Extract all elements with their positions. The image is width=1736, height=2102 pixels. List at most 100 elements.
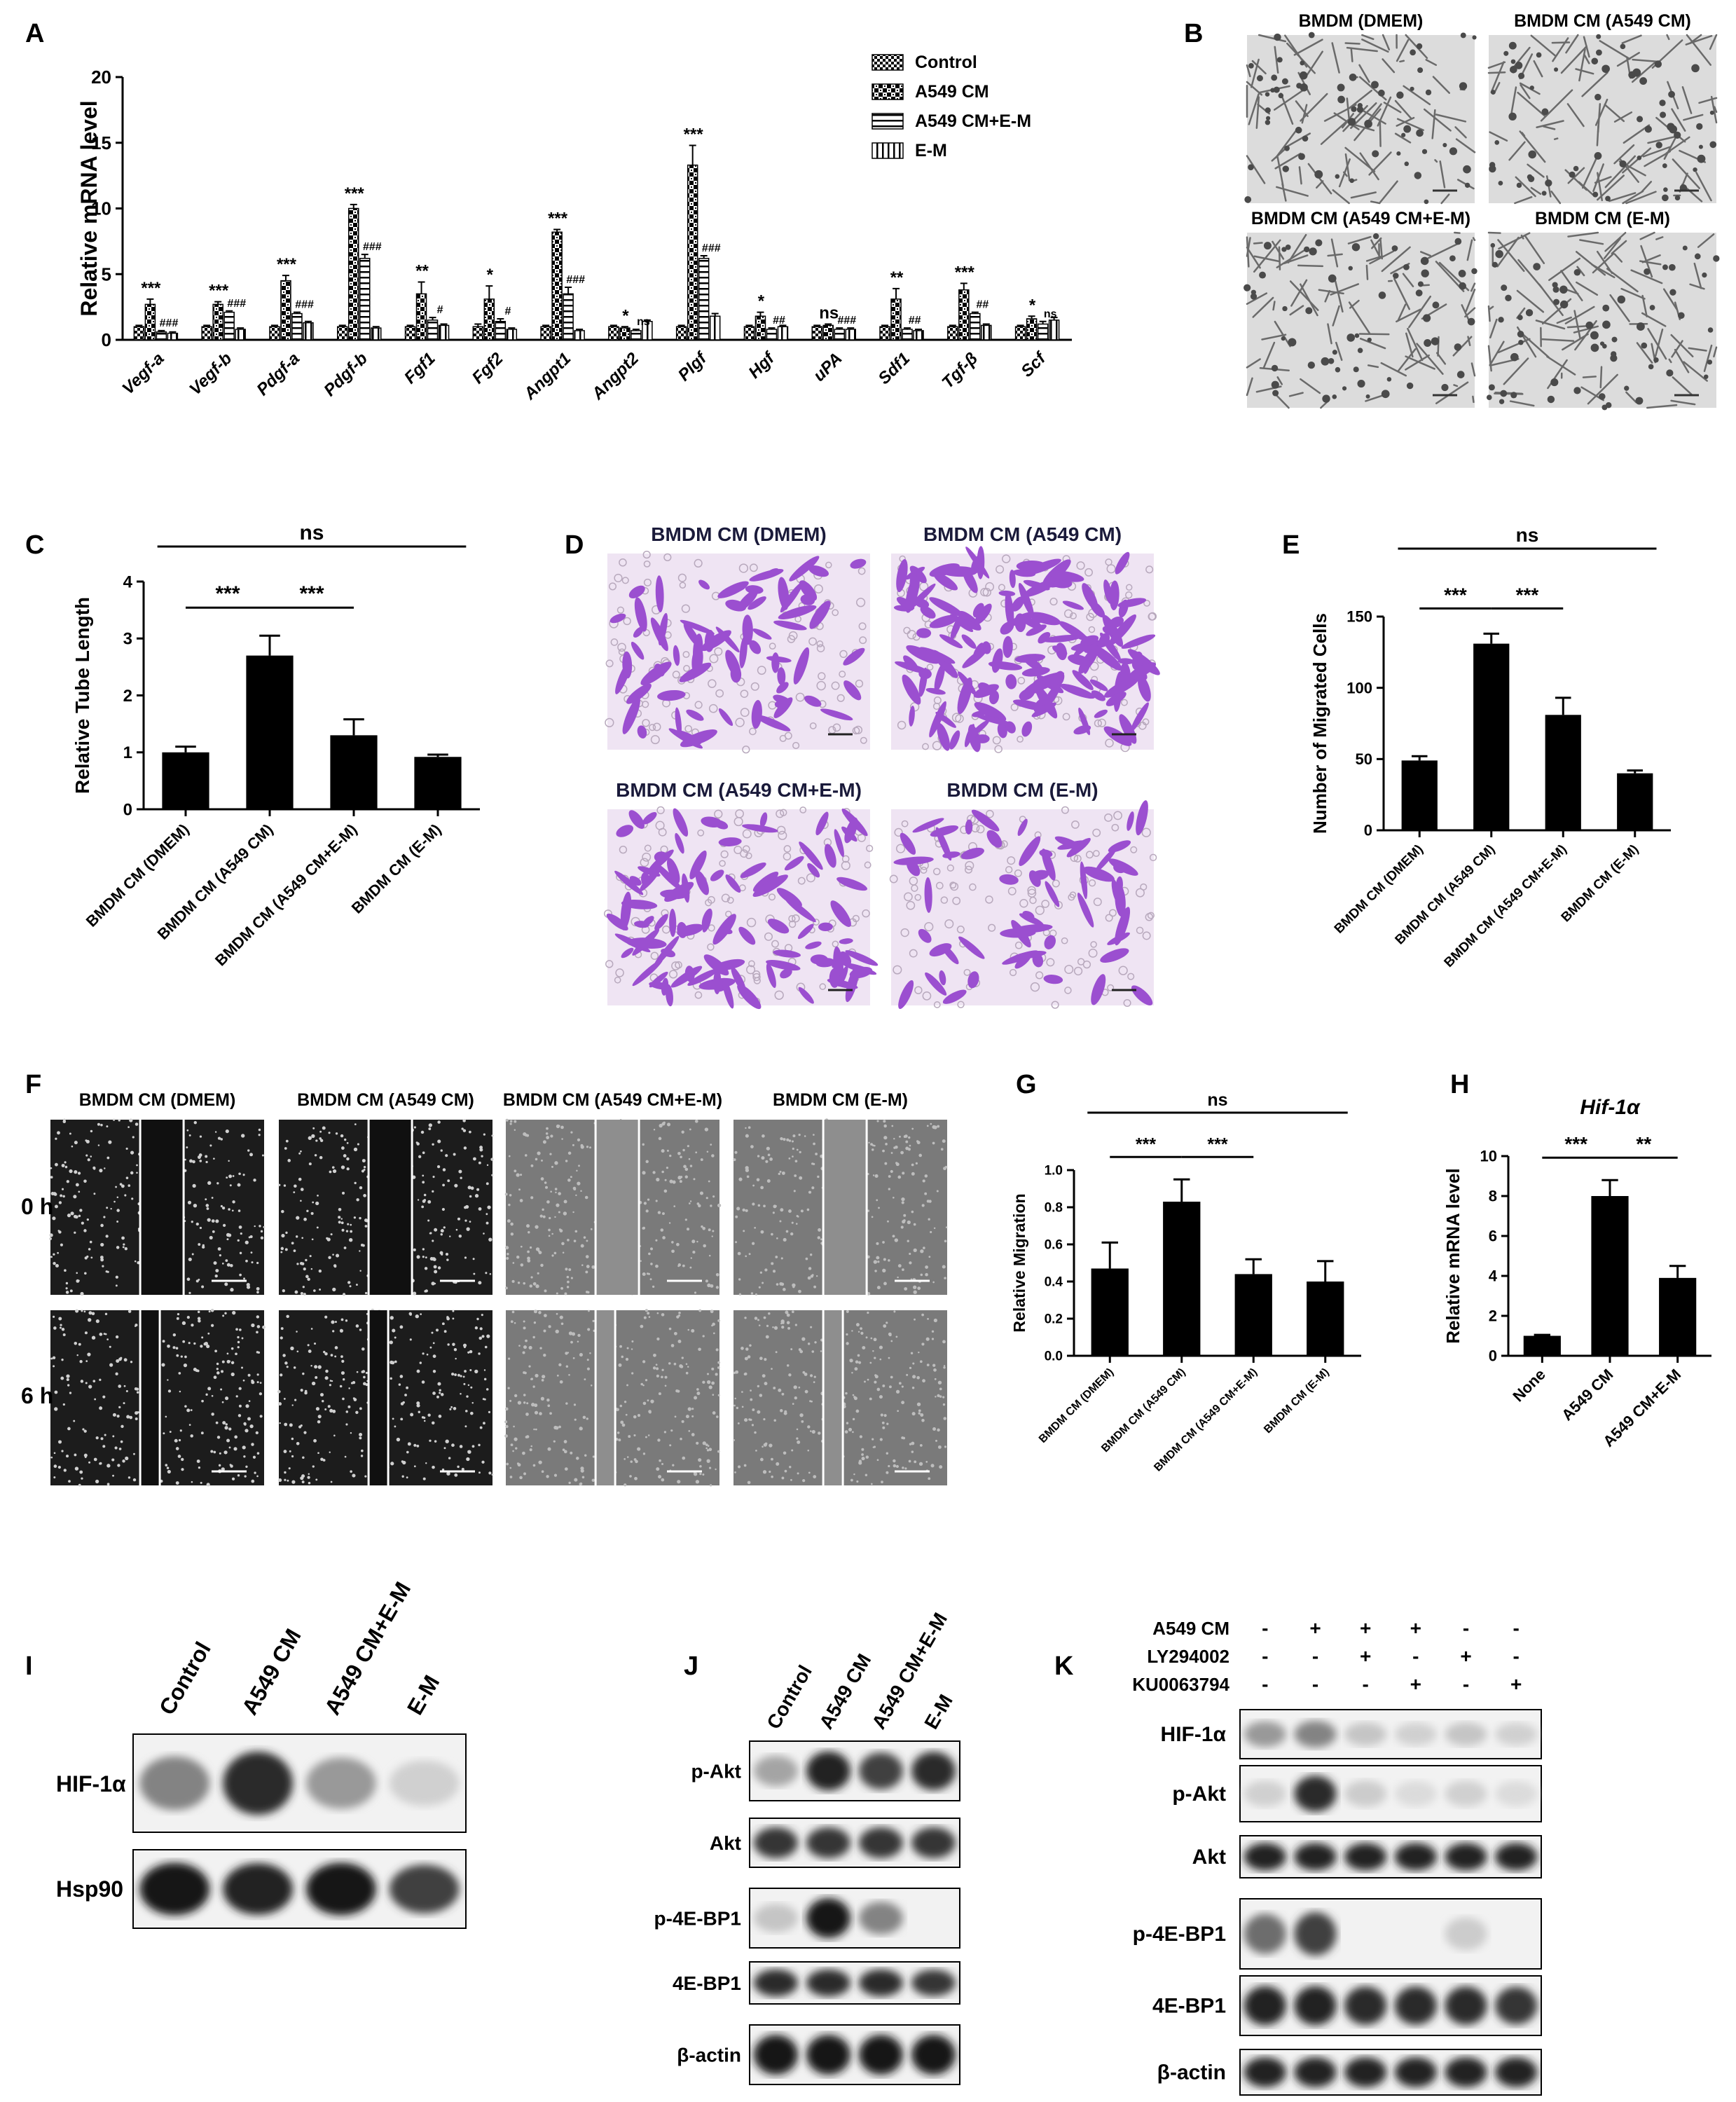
cell-speck: [339, 1385, 343, 1388]
cell-speck: [905, 1140, 909, 1143]
cell-speck: [422, 1181, 425, 1184]
migrated-cell: [766, 959, 801, 971]
migrated-cell: [1104, 676, 1139, 698]
legend-swatch: [872, 54, 904, 71]
cell: [1425, 89, 1432, 96]
cell-speck: [240, 1232, 242, 1235]
cell-speck: [284, 1471, 287, 1474]
cell-speck: [652, 1366, 656, 1370]
cell-speck: [239, 1273, 242, 1277]
bar-2: [1591, 1196, 1629, 1356]
tube-segment: [1497, 239, 1525, 273]
cell-speck: [416, 1142, 420, 1146]
tube-segment: [1672, 158, 1700, 189]
migrated-cell: [914, 598, 930, 609]
bar-Control: [1014, 326, 1026, 341]
cell-speck: [192, 1160, 195, 1164]
cell: [1372, 233, 1379, 240]
migrated-cell: [1023, 657, 1043, 671]
pore: [757, 666, 766, 675]
cell-speck: [659, 1459, 661, 1462]
blot-band: [1495, 1986, 1538, 2025]
cell-speck: [359, 1436, 362, 1440]
blot-band: [1344, 1780, 1387, 1807]
cell-speck: [643, 1316, 647, 1319]
migrated-cell: [1018, 582, 1034, 617]
cell-speck: [752, 1202, 755, 1206]
cell: [1674, 195, 1681, 201]
cell-speck: [232, 1175, 235, 1177]
tube-segment: [1487, 305, 1491, 322]
cell-speck: [439, 1251, 443, 1255]
cell-speck: [796, 1148, 799, 1151]
tube-segment: [1581, 156, 1598, 189]
cell-speck: [80, 1291, 84, 1296]
bar-A549 CM+E-M: [766, 329, 778, 341]
cell-speck: [788, 1209, 792, 1213]
cell-speck: [940, 1148, 944, 1151]
cell-speck: [817, 1236, 820, 1239]
pore: [605, 960, 614, 968]
cell-speck: [425, 1462, 427, 1464]
cell-speck: [696, 1202, 700, 1205]
cell-speck: [478, 1161, 481, 1165]
blot-band: [1244, 1721, 1286, 1747]
cell-speck: [530, 1164, 534, 1167]
cell-speck: [315, 1201, 319, 1206]
pore: [965, 860, 974, 870]
migrated-cell: [972, 603, 984, 618]
cell-speck: [218, 1464, 221, 1467]
blot-band: [389, 1760, 460, 1806]
migrated-cell: [991, 648, 1003, 673]
cell-speck: [618, 1363, 622, 1367]
bar-3: [330, 735, 378, 809]
tube-segment: [1674, 348, 1690, 373]
tube-segment: [1283, 254, 1309, 265]
tube-segment: [1520, 331, 1550, 358]
cell-speck: [303, 1293, 306, 1296]
tube-formation-images-b: BMDM (DMEM) BMDM CM (A549 CM)BMDM CM (A54…: [1244, 11, 1720, 411]
cell-speck: [694, 1291, 697, 1294]
cell-speck: [184, 1355, 187, 1359]
pore: [836, 694, 845, 702]
cell-speck: [237, 1209, 241, 1212]
cell-speck: [296, 1263, 299, 1265]
cell-speck: [888, 1332, 892, 1336]
cell-speck: [928, 1218, 930, 1221]
cell-speck: [135, 1411, 139, 1415]
cell-speck: [695, 1480, 700, 1484]
migrated-cell: [958, 671, 977, 696]
cell-speck: [942, 1396, 945, 1399]
cell-speck: [133, 1452, 135, 1455]
cell: [1541, 108, 1549, 116]
migrated-cell: [965, 819, 973, 834]
cell-speck: [923, 1246, 925, 1249]
cell-speck: [416, 1255, 420, 1259]
cell-speck: [235, 1352, 237, 1356]
cell-speck: [710, 1310, 714, 1314]
cell-speck: [807, 1425, 811, 1429]
bar-Control: [472, 326, 484, 341]
cell-speck: [567, 1238, 570, 1242]
cell-speck: [124, 1194, 127, 1197]
bar-E-M: [438, 324, 450, 341]
condition-sign: -: [1312, 1645, 1318, 1667]
tube-segment: [1382, 34, 1391, 50]
cell-speck: [708, 1448, 712, 1452]
cell-speck: [551, 1232, 553, 1235]
tube-segment: [1639, 231, 1655, 240]
cell: [1302, 135, 1309, 142]
cell-speck: [317, 1452, 319, 1455]
cell-speck: [670, 1344, 675, 1347]
pore: [940, 896, 949, 904]
cell-speck: [177, 1313, 180, 1316]
bar-A549 CM: [958, 289, 970, 341]
cell-speck: [883, 1120, 886, 1123]
cell-speck: [66, 1378, 69, 1382]
cell-speck: [172, 1346, 176, 1349]
row-label: Akt: [1192, 1846, 1226, 1869]
cell-speck: [733, 1158, 736, 1162]
cell-speck: [410, 1413, 414, 1417]
cell-speck: [813, 1375, 816, 1378]
pore: [778, 830, 787, 840]
